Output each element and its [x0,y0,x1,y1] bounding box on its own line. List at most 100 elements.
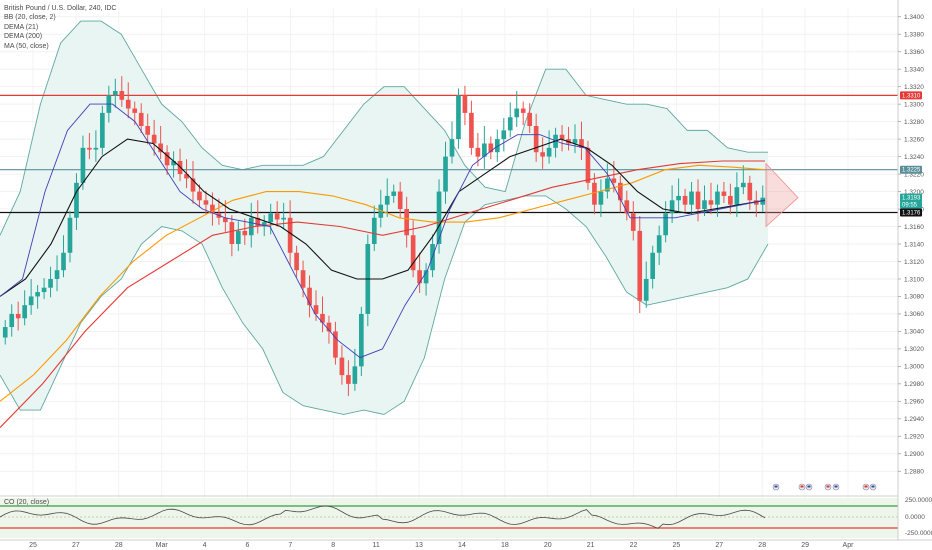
chart-legend: British Pound / U.S. Dollar, 240, IDC BB… [4,4,116,51]
candle-down [223,217,228,223]
candle-up [572,139,578,144]
osc-tick-label: 250.0000 [905,497,932,504]
candle-down [242,230,248,236]
black-ma-line [0,138,766,297]
candle-up [514,108,520,118]
candle-down [721,191,727,196]
candle-down [346,375,351,384]
price-tick-label: 1.3320 [904,84,924,91]
candle-down [229,222,235,244]
legend-bb[interactable]: BB (20, close, 2) [4,14,56,22]
candle-down [190,178,196,192]
candle-up [482,143,487,157]
candle-up [28,296,34,306]
candle-up [643,278,649,301]
tag-mid-label: 1.3225 [902,168,921,174]
candle-up [702,200,707,210]
bb-upper-line [0,20,768,236]
event-flag-stripe [864,485,868,488]
candle-up [443,156,448,192]
candle-up [281,217,286,220]
candle-up [676,195,681,201]
legend-dema21[interactable]: DEMA (21) [4,23,39,31]
candle-up [235,230,241,244]
event-flag-stripe [774,485,778,488]
price-tick-label: 1.3280 [904,119,924,126]
candle-up [80,147,86,183]
candle-down [520,108,526,113]
legend-dema200[interactable]: DEMA (200) [4,33,43,41]
candle-up [507,117,513,131]
candle-down [151,134,157,144]
candle-down [488,143,494,153]
time-tick-label: 27 [72,542,80,549]
candle-up [494,139,500,153]
price-tick-label: 1.3020 [904,346,924,353]
time-tick-label: 6 [246,542,250,549]
time-axis[interactable]: 25 27 28 Mar 4 6 7 8 11 13 14 18 20 21 22 25 27 28 29 Apr [0,539,932,549]
price-tick-label: 1.2940 [904,416,924,423]
time-tick-label: 14 [458,542,466,549]
osc-background [0,498,898,538]
candle-up [171,160,176,166]
candle-down [320,313,325,323]
event-markers[interactable] [772,483,877,491]
price-tick-label: 1.3160 [904,224,924,231]
candle-down [617,182,623,201]
price-tick-label: 1.3080 [904,294,924,301]
time-tick-label: Apr [843,542,855,549]
candle-up [74,182,79,218]
candle-down [255,217,261,227]
time-tick-label: 21 [587,542,595,549]
candle-down [624,200,630,214]
time-tick-label: 22 [630,542,638,549]
tag-last-label: 1.3193 [902,196,921,202]
price-axis[interactable]: 1.3400 1.3380 1.3360 1.3340 1.3320 1.3300 1.32… [897,0,924,540]
price-tick-label: 1.3260 [904,136,924,143]
oscillator-legend[interactable]: CO (20, close) [4,499,50,506]
candle-up [93,147,99,150]
projection-triangle[interactable] [765,162,799,228]
tag-support-label: 1.3176 [902,211,921,217]
event-flag-stripe [807,485,811,488]
candle-up [663,213,668,236]
candle-down [197,191,202,201]
candle-down [579,139,584,148]
candle-down [397,191,403,210]
triangle-shape [765,162,799,228]
candle-up [423,270,429,284]
candle-down [87,147,92,150]
tag-last-box [900,193,922,202]
time-tick-label: 28 [758,542,766,549]
candle-up [546,147,552,157]
time-tick-label: 27 [715,542,723,549]
time-tick-label: 13 [415,542,423,549]
candle-down [540,152,545,157]
oscillator-pane: 250.0000 0.0000 -250.0000 [0,495,932,538]
candle-up [268,213,274,223]
price-tick-label: 1.3140 [904,241,924,248]
price-tick-label: 1.3340 [904,66,924,73]
symbol-title[interactable]: British Pound / U.S. Dollar, 240, IDC [4,5,117,12]
candle-down [307,287,312,306]
candle-up [248,217,254,236]
price-tick-label: 1.3000 [904,364,924,371]
price-tick-label: 1.3360 [904,49,924,56]
candle-up [501,130,507,140]
ma50-line [0,164,766,402]
candle-up [715,191,720,205]
candle-down [203,200,209,205]
price-tick-label: 1.3300 [904,101,924,108]
candle-up [22,305,27,319]
candle-down [695,191,701,210]
candle-down [630,213,636,231]
legend-ma50[interactable]: MA (50, close) [4,42,49,50]
price-tick-label: 1.3220 [904,171,924,178]
candle-down [287,217,293,253]
candle-up [112,91,118,96]
price-tick-label: 1.2880 [904,469,924,476]
candle-up [371,217,377,244]
price-tick-label: 1.3400 [904,14,924,21]
candle-down [15,313,21,319]
